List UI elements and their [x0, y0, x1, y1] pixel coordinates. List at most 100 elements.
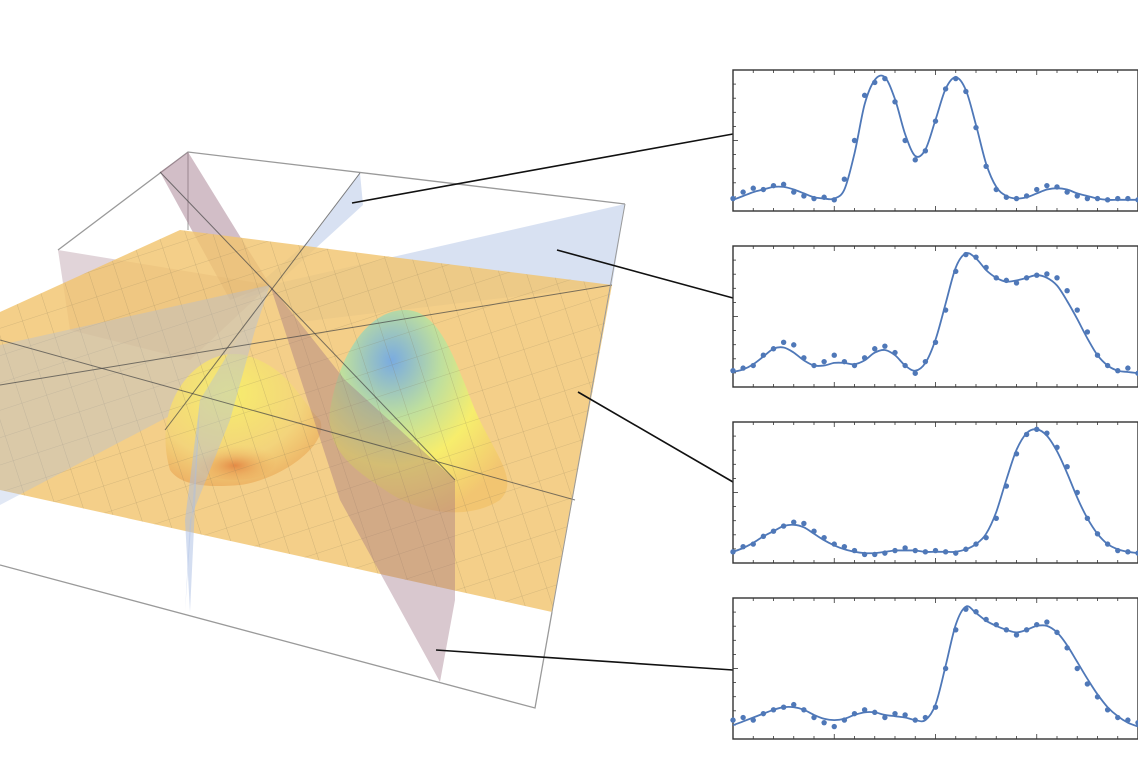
data-point — [770, 346, 777, 352]
data-point — [882, 714, 888, 721]
data-point — [770, 182, 777, 189]
leader-line-1 — [351, 133, 734, 204]
data-point — [1125, 365, 1131, 371]
data-point — [1003, 627, 1010, 633]
data-point — [1023, 275, 1030, 281]
data-point — [1094, 694, 1101, 700]
leader-line-4 — [435, 649, 734, 671]
slice-line-b — [0, 339, 576, 501]
data-point — [1064, 189, 1070, 195]
data-point — [740, 365, 746, 371]
surface-mesh-hump — [165, 310, 508, 513]
data-point — [770, 528, 777, 534]
data-point — [983, 163, 989, 169]
data-point — [1044, 619, 1050, 625]
panel-3 — [730, 421, 1138, 564]
panel-4 — [730, 597, 1138, 740]
data-point — [791, 342, 797, 348]
data-point — [1013, 451, 1020, 457]
data-point — [1135, 719, 1138, 726]
data-point — [983, 264, 989, 271]
data-point — [1034, 272, 1040, 278]
data-point — [1054, 629, 1060, 636]
data-point — [953, 627, 959, 633]
data-point — [1094, 531, 1101, 537]
data-point — [811, 714, 817, 721]
data-point — [1044, 430, 1050, 436]
data-point — [892, 99, 898, 105]
data-point — [912, 157, 918, 163]
data-point — [1054, 444, 1060, 451]
data-point — [932, 704, 939, 710]
data-point — [1034, 426, 1040, 432]
data-point — [872, 346, 878, 352]
data-point — [1074, 307, 1080, 313]
data-point — [841, 543, 848, 550]
data-point — [973, 609, 979, 615]
data-point — [821, 194, 827, 200]
data-point — [973, 124, 979, 131]
data-point — [922, 358, 929, 365]
data-point — [932, 339, 939, 345]
data-point — [932, 547, 939, 554]
data-point — [932, 118, 939, 124]
data-point — [882, 550, 888, 556]
data-point — [1135, 550, 1138, 556]
data-point — [1125, 717, 1131, 723]
data-point — [1074, 193, 1080, 199]
data-point — [730, 195, 736, 202]
data-point — [811, 362, 817, 369]
data-point — [730, 549, 736, 555]
panel-2 — [730, 245, 1138, 388]
panel-frame — [732, 69, 1138, 212]
data-point — [821, 358, 827, 365]
data-point — [801, 520, 807, 527]
data-point — [1034, 621, 1040, 628]
data-point — [1135, 197, 1138, 203]
data-point — [780, 523, 787, 529]
data-point — [1044, 182, 1050, 189]
data-point — [1003, 483, 1010, 489]
data-point — [780, 339, 787, 345]
data-point — [922, 549, 929, 555]
data-point — [1074, 665, 1080, 672]
data-point — [902, 362, 908, 369]
data-point — [831, 723, 837, 730]
data-point — [780, 181, 787, 188]
data-point — [872, 79, 878, 86]
data-point — [1115, 714, 1121, 721]
data-point — [791, 189, 797, 195]
data-point — [841, 717, 848, 723]
data-point — [953, 550, 959, 556]
data-point — [801, 193, 807, 199]
data-point — [922, 148, 929, 154]
data-point — [882, 343, 888, 349]
data-point — [1084, 681, 1091, 687]
data-point — [942, 86, 949, 92]
data-point — [740, 543, 746, 550]
data-point — [1013, 195, 1020, 202]
data-point — [993, 621, 999, 628]
leader-line-2 — [556, 249, 734, 299]
slice-plane-blue-front — [185, 285, 270, 612]
data-point — [821, 534, 827, 541]
slice-line-d — [164, 172, 361, 431]
surface-plot — [0, 151, 626, 709]
data-point — [1135, 370, 1138, 376]
data-point — [1074, 489, 1080, 496]
data-point — [861, 551, 868, 558]
data-point — [902, 137, 908, 144]
data-point — [1064, 288, 1070, 294]
data-point — [1054, 184, 1060, 190]
data-point — [892, 349, 898, 356]
data-point — [760, 186, 767, 193]
data-point — [1034, 186, 1040, 193]
data-point — [1023, 431, 1030, 438]
data-point — [791, 519, 797, 525]
data-point — [912, 370, 918, 376]
data-point — [851, 362, 858, 369]
panel-frame — [732, 597, 1138, 740]
data-point — [953, 75, 959, 82]
data-point — [831, 197, 837, 203]
panel-1 — [730, 69, 1138, 212]
